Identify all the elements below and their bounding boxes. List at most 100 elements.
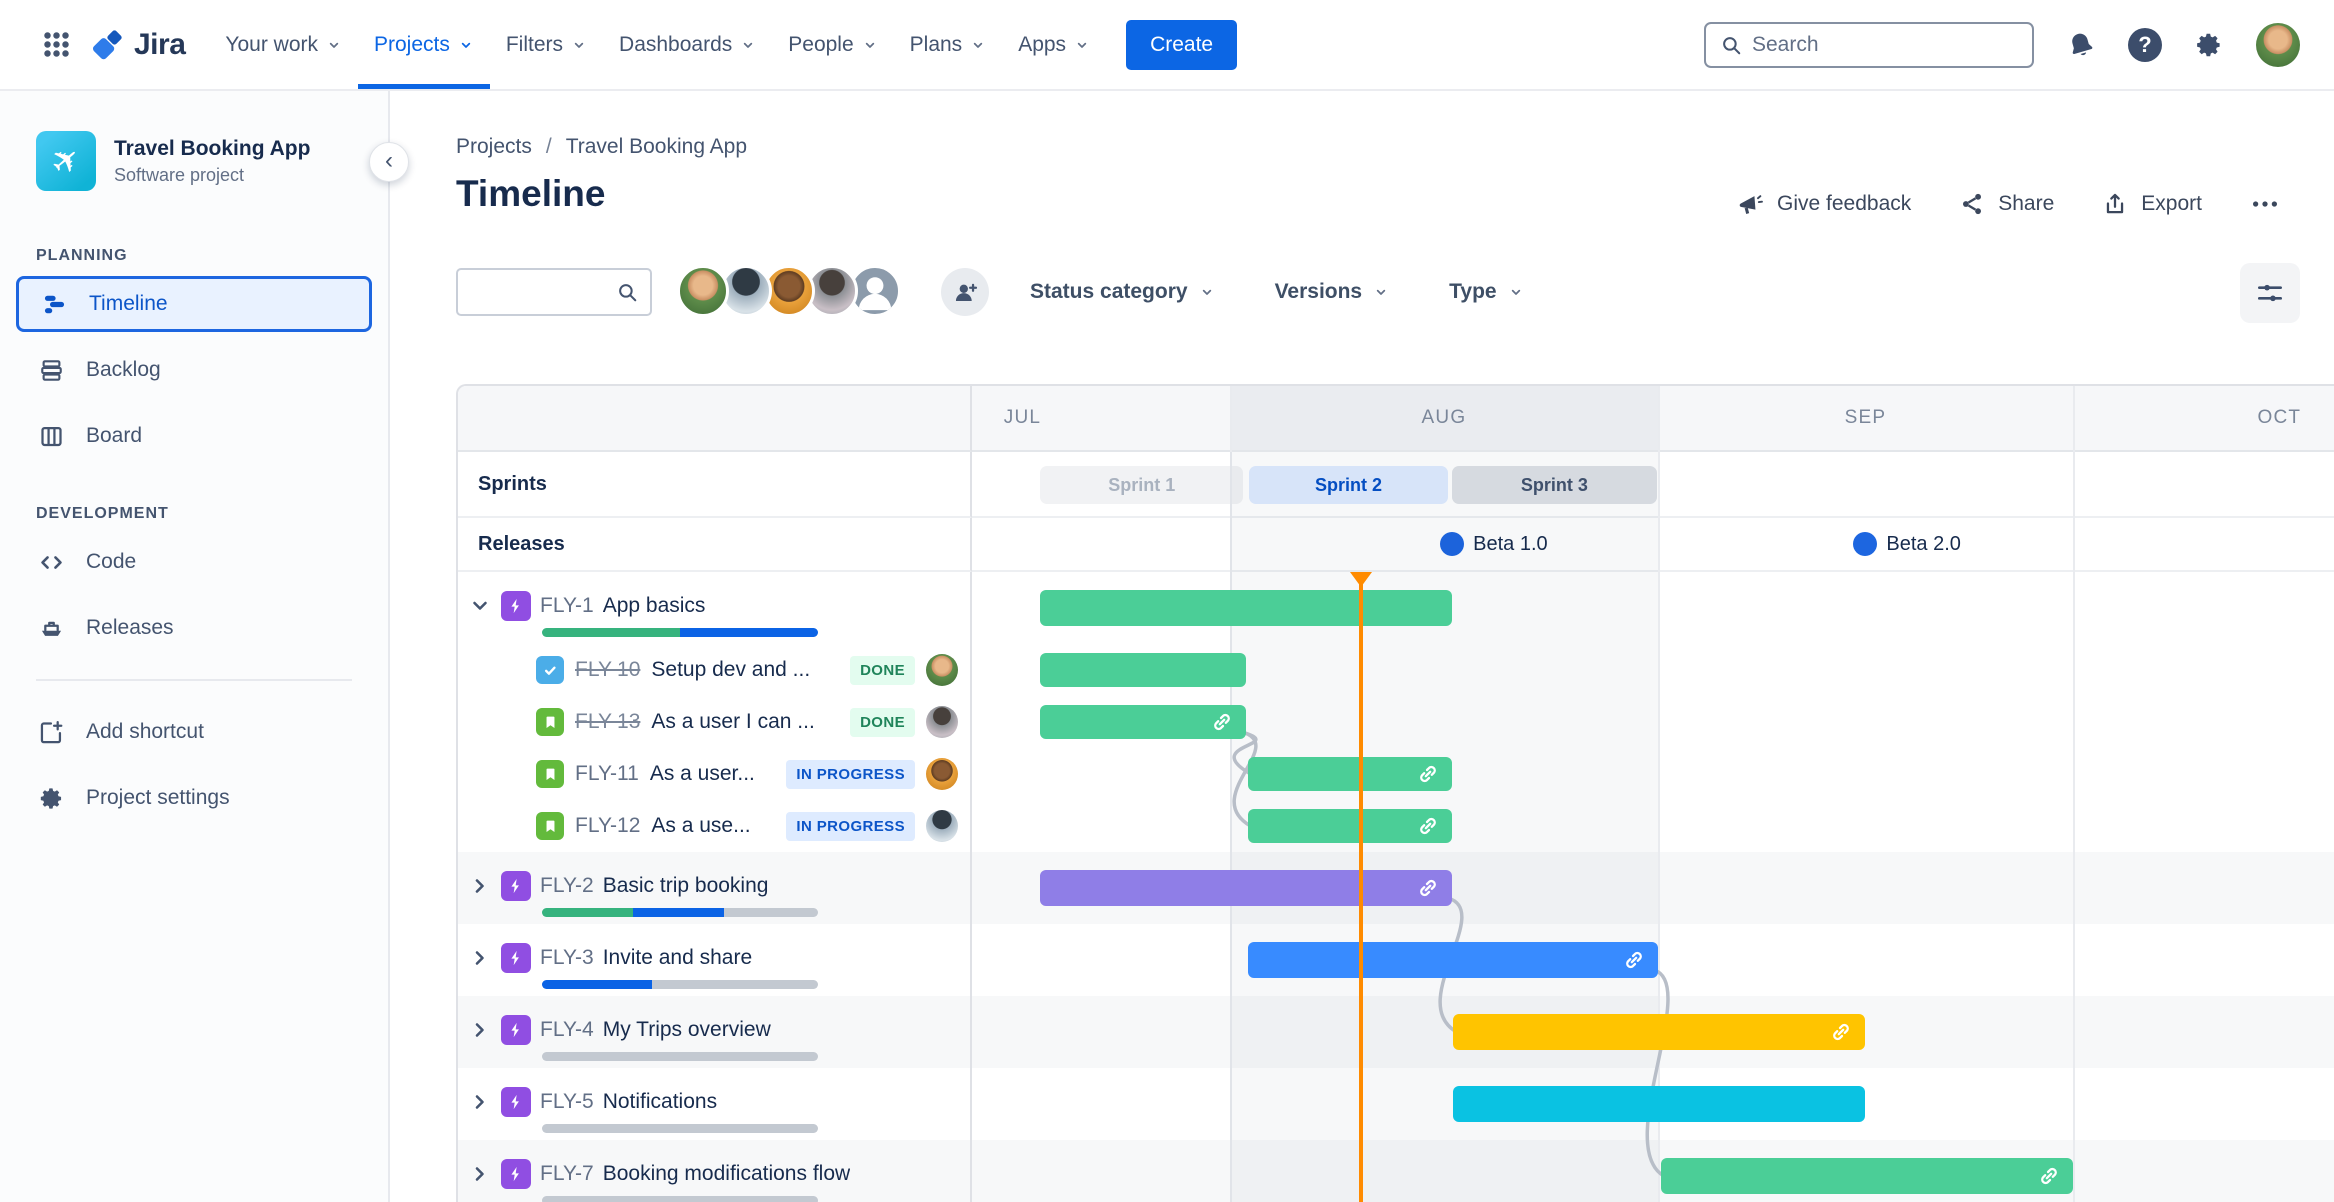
epic-cell[interactable]: FLY-2 Basic trip booking xyxy=(458,852,972,924)
nav-item-label: Plans xyxy=(909,32,963,56)
sprint-pill-sprint-3[interactable]: Sprint 3 xyxy=(1452,466,1657,504)
chevron-right-icon[interactable] xyxy=(468,1162,492,1186)
gantt-bar-fly-13[interactable] xyxy=(1040,705,1247,739)
chevron-down-icon[interactable] xyxy=(468,594,492,618)
release-marker-beta-2-0[interactable]: Beta 2.0 xyxy=(1853,518,1961,570)
gantt-bar-fly-7[interactable] xyxy=(1660,1158,2073,1194)
nav-item-projects[interactable]: Projects xyxy=(358,0,490,89)
chevron-right-icon[interactable] xyxy=(468,874,492,898)
sprints-label: Sprints xyxy=(478,472,547,495)
sidebar-item-board[interactable]: Board xyxy=(0,403,388,469)
dependency-link-icon[interactable] xyxy=(1416,876,1440,900)
month-column-header: AUG xyxy=(1229,386,1659,450)
add-people-button[interactable] xyxy=(941,268,989,316)
gantt-bar-fly-2[interactable] xyxy=(1040,870,1453,906)
export-button[interactable]: Export xyxy=(2102,191,2202,217)
gantt-bar-fly-1[interactable] xyxy=(1040,590,1453,626)
sidebar-item-timeline[interactable]: Timeline xyxy=(16,276,372,332)
issue-name: As a use... xyxy=(651,814,751,837)
nav-item-apps[interactable]: Apps xyxy=(1002,0,1106,89)
issue-cell[interactable]: FLY-10 Setup dev and ... DONE xyxy=(458,644,972,696)
dependency-link-icon[interactable] xyxy=(1210,710,1234,734)
dependency-link-icon[interactable] xyxy=(1416,814,1440,838)
assignee-avatar[interactable] xyxy=(926,706,958,738)
gantt-bar-fly-12[interactable] xyxy=(1247,809,1453,843)
global-search-input[interactable] xyxy=(1752,32,2018,57)
nav-item-your-work[interactable]: Your work xyxy=(209,0,358,89)
sprint-pill-sprint-2[interactable]: Sprint 2 xyxy=(1248,466,1449,504)
share-button[interactable]: Share xyxy=(1959,191,2054,217)
help-icon[interactable]: ? xyxy=(2128,27,2162,62)
chevron-right-icon[interactable] xyxy=(468,1018,492,1042)
sidebar-item-label: Board xyxy=(86,424,143,447)
epic-progress-bar xyxy=(542,1124,818,1133)
sidebar-section-title: PLANNING xyxy=(36,247,128,264)
filter-versions[interactable]: Versions xyxy=(1275,280,1390,304)
release-label: Beta 2.0 xyxy=(1886,532,1961,555)
timeline-search-input[interactable] xyxy=(470,280,616,304)
issue-cell[interactable]: FLY-12 As a use... IN PROGRESS xyxy=(458,800,972,852)
dependency-link-icon[interactable] xyxy=(1416,762,1440,786)
sidebar-item-add-shortcut[interactable]: Add shortcut xyxy=(0,699,388,765)
issue-cell[interactable]: FLY-11 As a user... IN PROGRESS xyxy=(458,748,972,800)
create-button[interactable]: Create xyxy=(1126,19,1238,70)
epic-cell[interactable]: FLY-5 Notifications xyxy=(458,1068,972,1140)
collapse-sidebar-button[interactable]: ‹ xyxy=(369,142,409,182)
epic-cell[interactable]: FLY-1 App basics xyxy=(458,572,972,644)
user-avatar[interactable] xyxy=(763,265,815,317)
issue-key: FLY-11 xyxy=(575,762,639,785)
sprint-pill-sprint-1[interactable]: Sprint 1 xyxy=(1040,466,1244,504)
gantt-bar-fly-11[interactable] xyxy=(1247,757,1453,791)
global-search[interactable] xyxy=(1704,21,2034,68)
gantt-bar-fly-5[interactable] xyxy=(1453,1086,1866,1122)
breadcrumb-link[interactable]: Projects xyxy=(456,135,532,158)
breadcrumb-link[interactable]: Travel Booking App xyxy=(565,135,748,158)
epic-cell[interactable]: FLY-3 Invite and share xyxy=(458,924,972,996)
notifications-icon[interactable] xyxy=(2066,30,2096,60)
sidebar-item-project-settings[interactable]: Project settings xyxy=(0,765,388,831)
epic-cell[interactable]: FLY-7 Booking modifications flow xyxy=(458,1140,972,1202)
chevron-right-icon[interactable] xyxy=(468,1090,492,1114)
gantt-bar-fly-4[interactable] xyxy=(1453,1014,1866,1050)
gantt-bar-fly-3[interactable] xyxy=(1247,942,1659,978)
month-label: JUL xyxy=(1003,407,1042,428)
filter-status-category[interactable]: Status category xyxy=(1030,280,1215,304)
issue-name: Basic trip booking xyxy=(602,874,769,897)
action-label: Give feedback xyxy=(1777,192,1912,215)
assignee-avatar[interactable] xyxy=(926,654,958,686)
give-feedback-button[interactable]: Give feedback xyxy=(1737,191,1911,218)
release-label: Beta 1.0 xyxy=(1473,532,1548,555)
assignee-avatar[interactable] xyxy=(926,810,958,842)
project-header[interactable]: ✈ Travel Booking App Software project xyxy=(36,131,310,191)
epic-cell[interactable]: FLY-4 My Trips overview xyxy=(458,996,972,1068)
dependency-link-icon[interactable] xyxy=(2037,1164,2061,1188)
jira-logo[interactable]: Jira xyxy=(90,28,186,62)
app-switcher-button[interactable] xyxy=(34,23,78,67)
user-avatar[interactable] xyxy=(677,265,729,317)
dependency-link-icon[interactable] xyxy=(1622,948,1646,972)
timeline-search[interactable] xyxy=(456,268,652,316)
sidebar-item-backlog[interactable]: Backlog xyxy=(0,337,388,403)
issue-cell[interactable]: FLY-13 As a user I can ... DONE xyxy=(458,696,972,748)
month-gridline xyxy=(1658,386,1661,1202)
assignee-avatar[interactable] xyxy=(926,758,958,790)
dependency-link-icon[interactable] xyxy=(1829,1020,1853,1044)
more-actions-button[interactable] xyxy=(2250,189,2280,219)
nav-item-dashboards[interactable]: Dashboards xyxy=(603,0,772,89)
filter-type[interactable]: Type xyxy=(1449,280,1523,304)
release-marker-beta-1-0[interactable]: Beta 1.0 xyxy=(1440,518,1548,570)
sprint-label: Sprint 3 xyxy=(1520,474,1588,495)
view-settings-button[interactable] xyxy=(2240,263,2300,323)
user-avatar[interactable] xyxy=(2256,22,2300,67)
nav-item-people[interactable]: People xyxy=(772,0,893,89)
nav-item-plans[interactable]: Plans xyxy=(894,0,1003,89)
sidebar-item-releases[interactable]: Releases xyxy=(0,595,388,661)
jira-mark-icon xyxy=(90,28,124,62)
settings-icon[interactable] xyxy=(2194,30,2224,60)
project-avatar: ✈ xyxy=(36,131,96,191)
nav-item-filters[interactable]: Filters xyxy=(490,0,603,89)
epic-progress-bar xyxy=(542,628,818,637)
chevron-right-icon[interactable] xyxy=(468,946,492,970)
gantt-bar-fly-10[interactable] xyxy=(1040,653,1247,687)
sidebar-item-code[interactable]: Code xyxy=(0,529,388,595)
